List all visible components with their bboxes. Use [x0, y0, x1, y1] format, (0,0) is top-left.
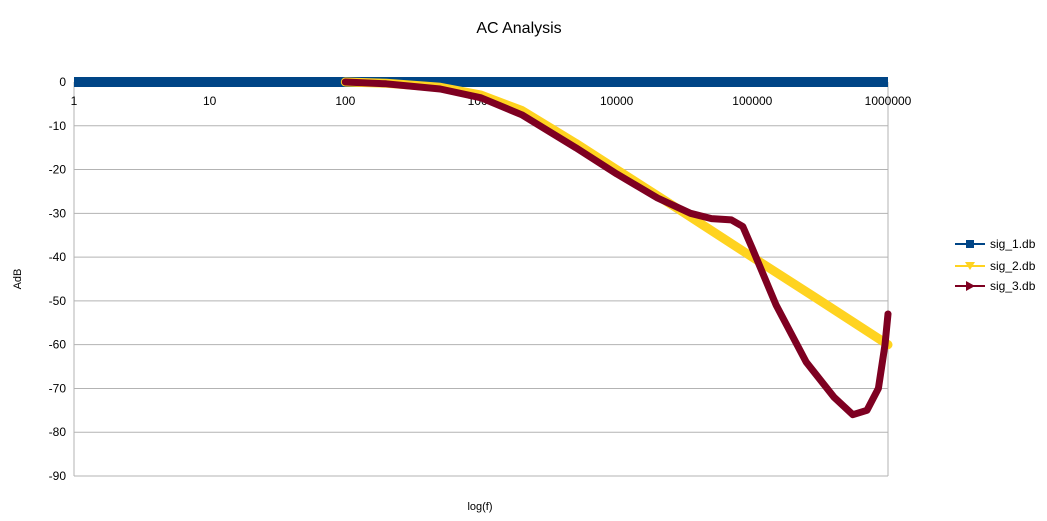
- series-line-sig-3-db: [341, 78, 892, 419]
- axes: [73, 82, 889, 476]
- y-tick-label: -20: [49, 163, 67, 177]
- y-tick-label: -90: [49, 469, 67, 483]
- x-tick-label: 1000000: [865, 94, 912, 108]
- chart-title: AC Analysis: [476, 20, 561, 37]
- legend-square-icon: [966, 240, 974, 248]
- y-axis-label: AdB: [12, 269, 24, 290]
- x-tick-label: 100: [335, 94, 355, 108]
- y-tick-label: -60: [49, 338, 67, 352]
- y-tick-label: -40: [49, 250, 67, 264]
- legend-triangle-down-icon: [965, 262, 975, 270]
- y-tick-label: -10: [49, 119, 67, 133]
- y-tick-label: 0: [59, 75, 66, 89]
- gridlines: [74, 81, 888, 477]
- y-tick-label: -80: [49, 425, 67, 439]
- legend-triangle-right-icon: [966, 281, 975, 291]
- legend-label: sig_2.db: [990, 259, 1036, 273]
- x-tick-label: 10: [203, 94, 217, 108]
- y-tick-label: -70: [49, 381, 67, 395]
- legend: sig_1.db sig_2.db sig_3.db: [955, 237, 1036, 293]
- x-tick-label: 100000: [732, 94, 772, 108]
- y-tick-label: -30: [49, 206, 67, 220]
- series-group: [74, 77, 893, 419]
- x-axis-label: log(f): [467, 501, 492, 513]
- legend-label: sig_3.db: [990, 279, 1036, 293]
- x-tick-label: 1: [71, 94, 78, 108]
- x-tick-label: 10000: [600, 94, 634, 108]
- y-tick-labels: 0 -10 -20 -30 -40 -50 -60 -70 -80 -90: [49, 75, 67, 483]
- legend-label: sig_1.db: [990, 237, 1036, 251]
- y-tick-label: -50: [49, 294, 67, 308]
